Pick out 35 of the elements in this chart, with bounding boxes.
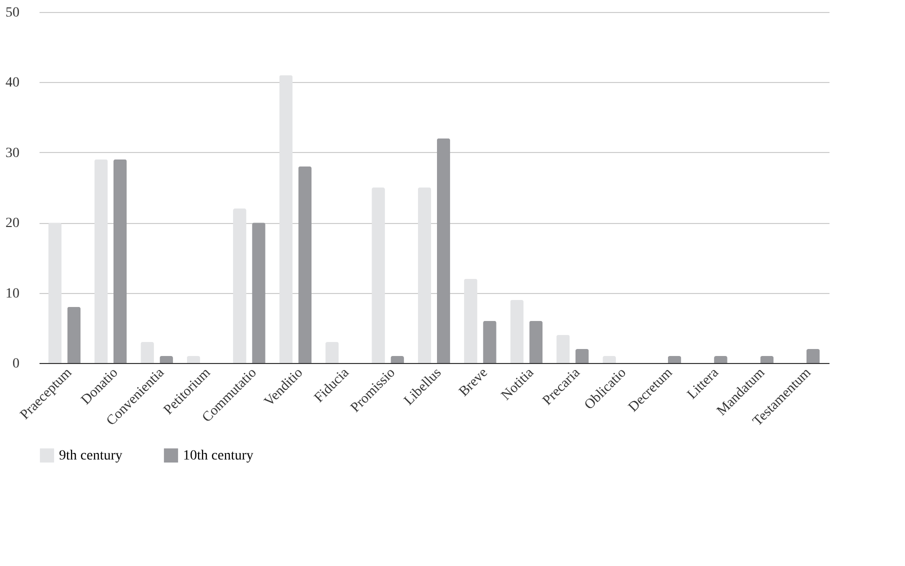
y-tick-label: 10 [6, 286, 20, 302]
bar [140, 342, 154, 363]
bar [390, 356, 404, 363]
y-tick-label: 0 [12, 356, 20, 372]
bar [298, 166, 312, 363]
bar [602, 356, 616, 363]
bar [483, 320, 496, 363]
legend-label: 10th century [183, 448, 254, 464]
bar [252, 222, 266, 363]
bar [160, 356, 173, 363]
bar [668, 356, 682, 363]
bar [510, 300, 524, 363]
bar [436, 138, 450, 363]
bar [113, 159, 127, 363]
legend-label: 9th century [59, 448, 122, 464]
bar [325, 342, 339, 363]
bar [67, 306, 81, 363]
bar [806, 348, 820, 363]
bar [575, 348, 589, 363]
bar [418, 188, 432, 363]
bar [372, 188, 385, 363]
y-tick-label: 40 [6, 76, 20, 91]
y-tick-label: 30 [6, 146, 20, 161]
bar [464, 278, 478, 363]
bar [48, 222, 62, 363]
bar [760, 356, 774, 363]
bar [714, 356, 728, 363]
bar [186, 356, 200, 363]
bar [279, 75, 293, 363]
y-tick-label: 50 [6, 6, 20, 20]
bar [556, 334, 570, 363]
bar [94, 159, 108, 363]
bar [529, 320, 543, 363]
bar [233, 208, 246, 363]
y-tick-label: 20 [6, 216, 20, 232]
